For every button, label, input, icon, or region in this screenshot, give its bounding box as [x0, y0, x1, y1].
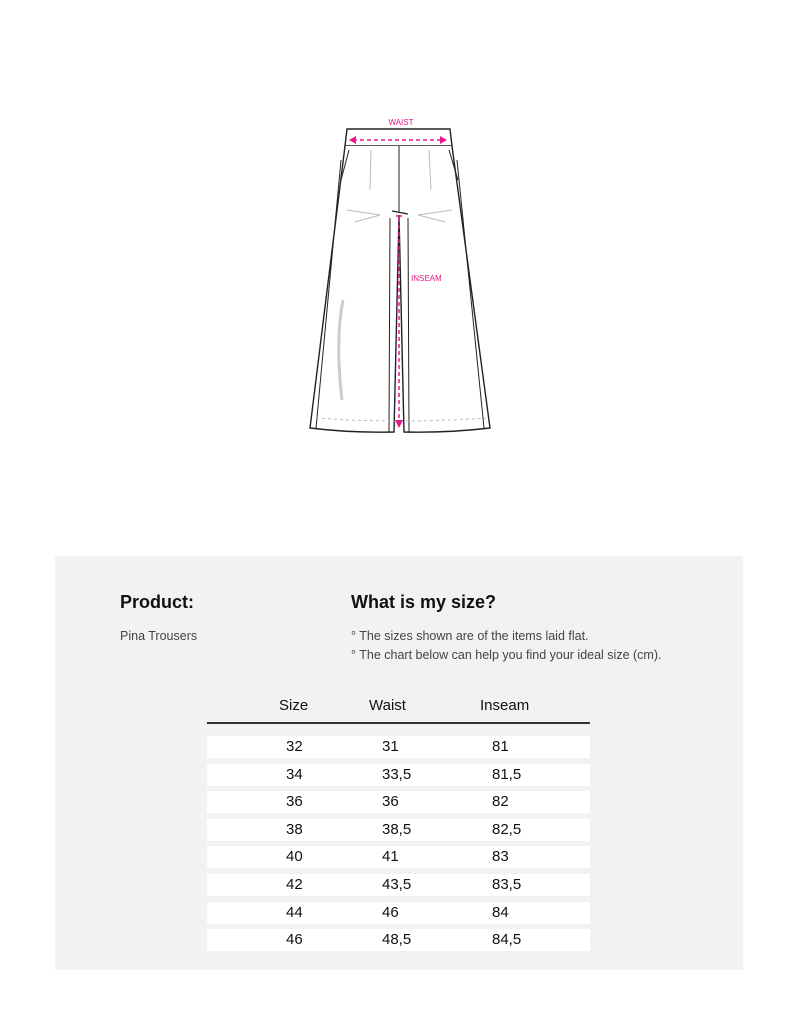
- inseam-cell: 84,5: [492, 931, 522, 949]
- size-cell: 46: [286, 931, 303, 949]
- waist-cell: 46: [382, 903, 399, 921]
- waist-cell: 48,5: [382, 931, 412, 949]
- header-divider: [207, 722, 590, 724]
- table-row: 42 43,5 83,5: [207, 874, 590, 896]
- waist-cell: 41: [382, 848, 399, 866]
- trousers-diagram: WAIST INSEAM: [309, 118, 491, 433]
- size-cell: 44: [286, 903, 303, 921]
- size-cell: 38: [286, 820, 303, 838]
- inseam-cell: 83: [492, 848, 509, 866]
- size-note-1: ° The sizes shown are of the items laid …: [351, 629, 589, 643]
- size-info-panel: [55, 556, 743, 970]
- inseam-cell: 81: [492, 738, 509, 755]
- inseam-cell: 82,5: [492, 820, 522, 838]
- product-heading: Product:: [120, 592, 194, 612]
- column-header-size: Size: [279, 697, 309, 714]
- table-row: 36 36 82: [207, 791, 590, 814]
- table-row: 34 33,5 81,5: [207, 763, 590, 786]
- product-name: Pina Trousers: [120, 629, 198, 643]
- column-header-inseam: Inseam: [480, 697, 530, 714]
- size-note-2: ° The chart below can help you find your…: [351, 648, 662, 662]
- waist-label: WAIST: [388, 118, 413, 127]
- table-row: 38 38,5 82,5: [207, 818, 590, 841]
- table-row: 40 41 83: [207, 846, 590, 869]
- inseam-label: INSEAM: [411, 274, 442, 283]
- inseam-cell: 82: [492, 793, 509, 811]
- column-header-waist: Waist: [369, 697, 406, 714]
- size-cell: 34: [286, 765, 303, 783]
- waist-cell: 36: [382, 793, 399, 811]
- inseam-cell: 84: [492, 903, 509, 921]
- waist-cell: 43,5: [382, 876, 412, 893]
- inseam-cell: 83,5: [492, 876, 522, 893]
- size-cell: 36: [286, 793, 303, 811]
- size-cell: 42: [286, 876, 303, 893]
- waist-cell: 31: [382, 738, 399, 755]
- table-row: 44 46 84: [207, 901, 590, 924]
- inseam-cell: 81,5: [492, 765, 522, 783]
- table-row: 32 31 81: [207, 736, 590, 758]
- table-row: 46 48,5 84,5: [207, 929, 590, 952]
- size-heading: What is my size?: [351, 592, 497, 612]
- size-cell: 40: [286, 848, 303, 866]
- waist-cell: 38,5: [382, 820, 412, 838]
- waist-cell: 33,5: [382, 765, 412, 783]
- size-cell: 32: [286, 738, 303, 755]
